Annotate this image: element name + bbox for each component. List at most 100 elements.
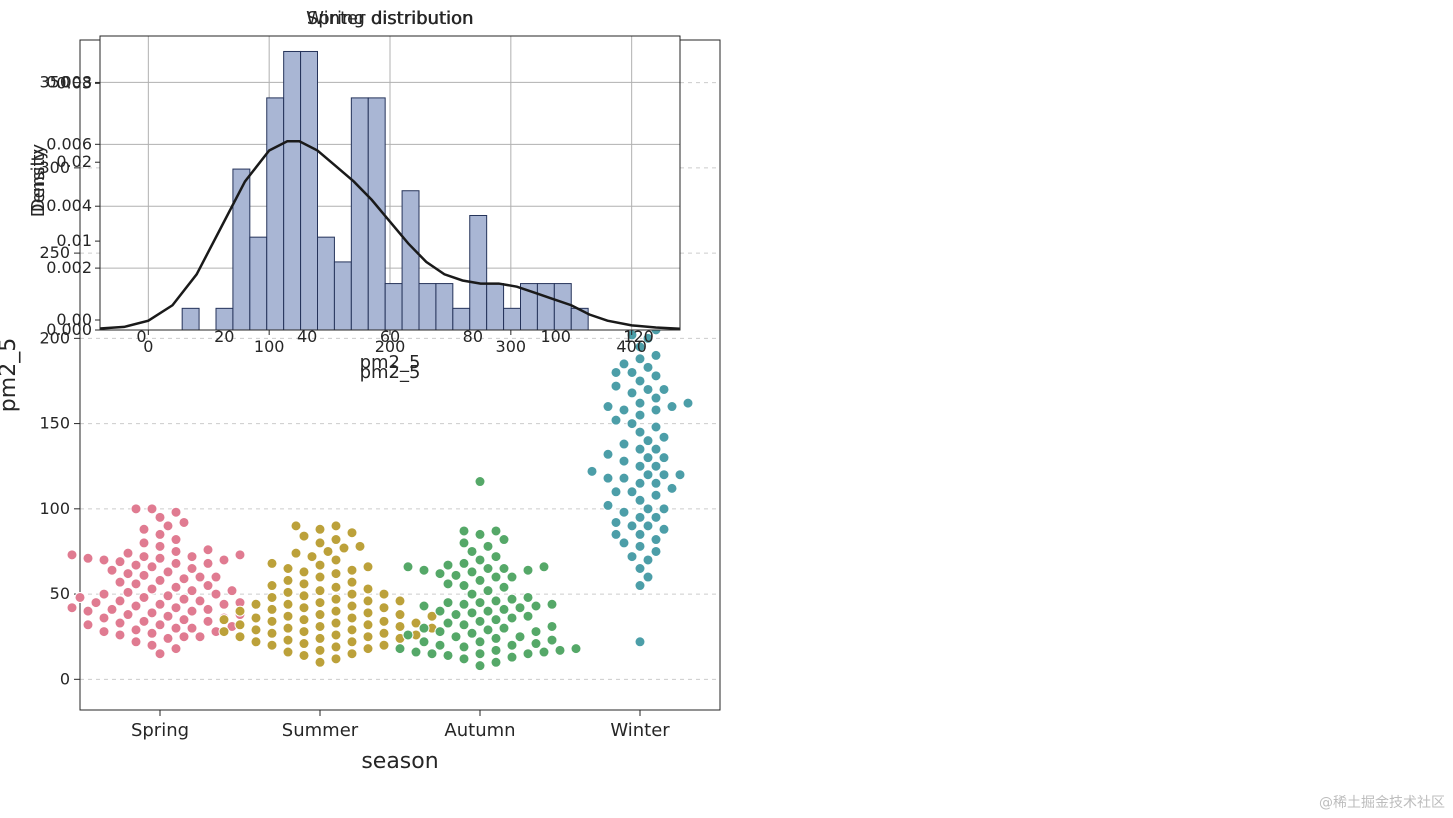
swarm-point	[331, 535, 341, 545]
swarm-point	[363, 584, 373, 594]
swarm-point	[307, 552, 317, 562]
swarm-point	[363, 644, 373, 654]
swarm-point	[331, 582, 341, 592]
swarm-point	[651, 546, 661, 556]
swarm-xtick: Spring	[131, 720, 189, 741]
swarm-point	[491, 596, 501, 606]
hist-bar	[267, 98, 284, 330]
swarm-point	[323, 546, 333, 556]
svg-text:300: 300	[496, 337, 527, 356]
swarm-point	[419, 637, 429, 647]
swarm-point	[491, 526, 501, 536]
swarm-point	[347, 589, 357, 599]
swarm-point	[315, 598, 325, 608]
swarm-point	[627, 552, 637, 562]
swarm-point	[139, 570, 149, 580]
swarm-point	[643, 521, 653, 531]
swarm-point	[123, 569, 133, 579]
swarm-point	[331, 594, 341, 604]
swarm-point	[483, 586, 493, 596]
swarm-point	[155, 541, 165, 551]
hist-bar	[453, 308, 470, 330]
swarm-point	[443, 650, 453, 660]
hist-bar	[216, 308, 233, 330]
swarm-point	[267, 640, 277, 650]
swarm-point	[619, 473, 629, 483]
swarm-point	[507, 613, 517, 623]
swarm-point	[451, 632, 461, 642]
swarm-point	[179, 594, 189, 604]
swarm-point	[347, 637, 357, 647]
swarm-point	[467, 546, 477, 556]
swarm-point	[115, 596, 125, 606]
swarm-point	[315, 586, 325, 596]
swarm-point	[283, 599, 293, 609]
swarm-point	[163, 567, 173, 577]
swarm-point	[475, 616, 485, 626]
swarm-point	[635, 444, 645, 454]
swarm-point	[659, 432, 669, 442]
swarm-point	[555, 645, 565, 655]
hist-bar	[284, 51, 301, 330]
swarm-point	[611, 415, 621, 425]
swarm-point	[227, 586, 237, 596]
swarm-point	[667, 483, 677, 493]
swarm-point	[187, 563, 197, 573]
swarm-point	[267, 558, 277, 568]
swarm-point	[515, 603, 525, 613]
swarm-point	[315, 645, 325, 655]
swarm-point	[611, 529, 621, 539]
swarm-point	[603, 473, 613, 483]
swarm-point	[491, 645, 501, 655]
swarm-point	[147, 628, 157, 638]
swarm-point	[499, 535, 509, 545]
swarm-point	[443, 598, 453, 608]
swarm-point	[315, 610, 325, 620]
swarm-point	[651, 461, 661, 471]
swarm-point	[627, 521, 637, 531]
swarm-point	[379, 640, 389, 650]
swarm-point	[523, 649, 533, 659]
hist-bar	[504, 308, 521, 330]
swarm-point	[83, 606, 93, 616]
hist-bar	[334, 262, 351, 330]
swarm-point	[99, 627, 109, 637]
swarm-point	[251, 625, 261, 635]
swarm-point	[651, 535, 661, 545]
swarm-point	[171, 623, 181, 633]
swarm-point	[443, 579, 453, 589]
swarm-point	[459, 538, 469, 548]
swarm-point	[83, 620, 93, 630]
swarm-point	[659, 504, 669, 514]
swarm-point	[507, 652, 517, 662]
swarm-point	[299, 567, 309, 577]
swarm-point	[155, 620, 165, 630]
swarm-point	[131, 579, 141, 589]
swarm-point	[627, 487, 637, 497]
swarm-point	[459, 526, 469, 536]
hist-title: Winter distribution	[306, 8, 474, 29]
swarm-point	[291, 521, 301, 531]
swarm-point	[187, 586, 197, 596]
hist-bar	[301, 51, 318, 330]
hist-bar	[487, 284, 504, 330]
swarm-point	[203, 581, 213, 591]
swarm-point	[147, 608, 157, 618]
swarm-point	[131, 637, 141, 647]
swarm-point	[491, 572, 501, 582]
swarm-point	[347, 528, 357, 538]
swarm-point	[395, 644, 405, 654]
swarm-point	[235, 550, 245, 560]
swarm-point	[507, 640, 517, 650]
swarm-point	[651, 512, 661, 522]
swarm-point	[299, 579, 309, 589]
swarm-point	[283, 563, 293, 573]
swarm-point	[443, 560, 453, 570]
watermark: @稀土掘金技术社区	[1319, 792, 1445, 812]
swarm-point	[91, 598, 101, 608]
swarm-point	[403, 562, 413, 572]
swarm-point	[115, 577, 125, 587]
swarm-point	[363, 620, 373, 630]
swarm-point	[147, 640, 157, 650]
swarm-point	[611, 517, 621, 527]
